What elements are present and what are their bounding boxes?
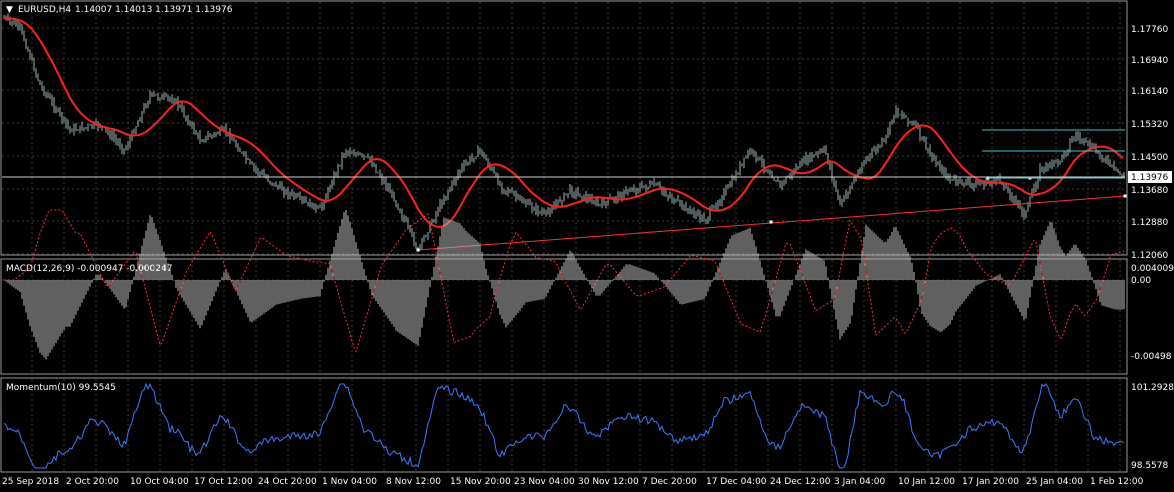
price-axis-label: 1.14500 — [1131, 153, 1168, 163]
price-axis-label: 1.12880 — [1131, 218, 1168, 228]
price-panel-frame — [0, 0, 1128, 256]
macd-panel-frame — [0, 258, 1128, 375]
time-axis-label: 3 Jan 04:00 — [834, 477, 886, 487]
time-axis-label: 24 Dec 12:00 — [770, 477, 831, 487]
momentum-panel-frame — [0, 377, 1128, 473]
price-axis-label: 1.16140 — [1131, 87, 1168, 97]
time-axis-label: 30 Nov 12:00 — [578, 477, 639, 487]
collapse-marker[interactable]: ▼ — [6, 5, 13, 15]
macd-axis-label: 0.00 — [1131, 276, 1151, 286]
time-axis-label: 17 Dec 04:00 — [706, 477, 767, 487]
momentum-line — [3, 382, 1125, 469]
current-price-label: 1.13976 — [1131, 173, 1168, 183]
price-axis: 1.17760 1.16940 1.16140 1.15320 1.14500 … — [1128, 25, 1172, 261]
moving-average-line — [3, 17, 1124, 228]
price-candles — [2, 13, 1127, 252]
time-axis-label: 2 Oct 20:00 — [66, 477, 119, 487]
ohlc-readout: 1.14007 1.14013 1.13971 1.13976 — [75, 5, 233, 15]
grid-lines — [2, 2, 1126, 472]
time-axis-label: 24 Oct 20:00 — [258, 477, 317, 487]
price-axis-label: 1.15320 — [1131, 120, 1168, 130]
macd-axis-label: 0.004009 — [1131, 264, 1174, 274]
momentum-axis-label: 98.5578 — [1131, 461, 1168, 471]
current-price-box — [1128, 171, 1172, 183]
symbol-timeframe-label: EURUSD,H4 — [18, 5, 71, 15]
time-axis-label: 23 Nov 04:00 — [514, 477, 575, 487]
trendline-anchor — [416, 248, 420, 252]
time-axis-label: 7 Dec 20:00 — [642, 477, 697, 487]
time-axis-label: 17 Oct 12:00 — [194, 477, 253, 487]
macd-axis-label: -0.00498 — [1131, 352, 1172, 362]
price-axis-label: 1.16940 — [1131, 56, 1168, 66]
macd-histogram — [4, 209, 1125, 360]
time-axis-label: 25 Jan 04:00 — [1026, 477, 1083, 487]
time-axis-label: 10 Oct 04:00 — [130, 477, 189, 487]
time-axis-label: 1 Feb 12:00 — [1090, 477, 1144, 487]
trendline-anchor — [1123, 194, 1127, 198]
time-axis-label: 8 Nov 12:00 — [386, 477, 441, 487]
price-axis-label: 1.17760 — [1131, 25, 1168, 35]
time-axis-label: 10 Jan 12:00 — [898, 477, 955, 487]
price-axis-label: 1.12060 — [1131, 251, 1168, 261]
macd-signal-line — [4, 209, 1125, 353]
time-axis-label: 25 Sep 2018 — [2, 477, 59, 487]
momentum-axis-label: 101.2928 — [1131, 383, 1174, 393]
macd-label: MACD(12,26,9) -0.000947 -0.000247 — [6, 264, 172, 274]
time-axis: 25 Sep 2018 2 Oct 20:00 10 Oct 04:00 17 … — [2, 477, 1144, 487]
price-axis-label: 1.13680 — [1131, 186, 1168, 196]
trendline-anchor — [769, 220, 773, 224]
time-axis-label: 17 Jan 20:00 — [962, 477, 1019, 487]
momentum-path — [3, 382, 1125, 469]
time-axis-label: 15 Nov 20:00 — [450, 477, 511, 487]
momentum-label: Momentum(10) 99.5545 — [6, 383, 116, 393]
time-axis-label: 1 Nov 04:00 — [322, 477, 377, 487]
